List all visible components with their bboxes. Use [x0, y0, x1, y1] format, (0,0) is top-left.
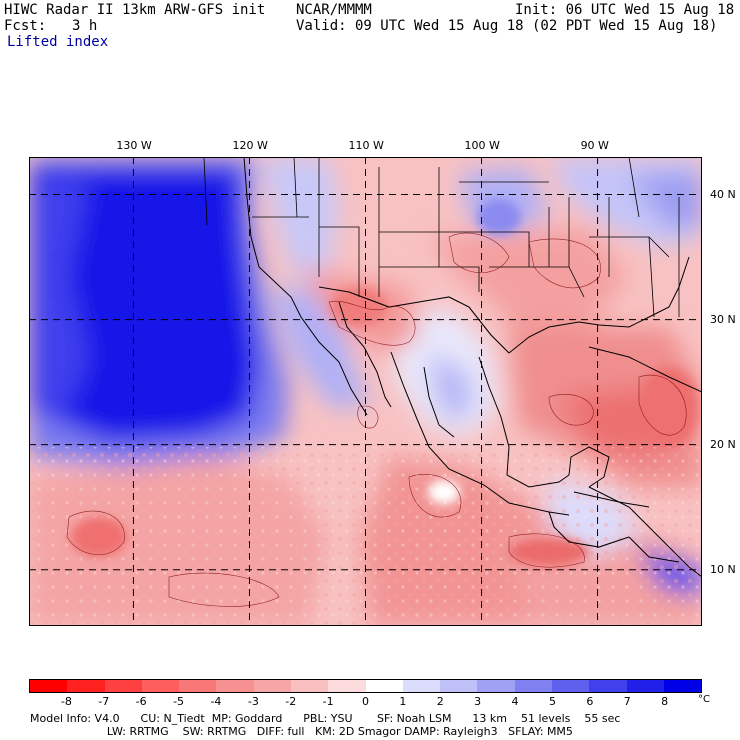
field-name: Lifted index	[7, 34, 109, 50]
org-label: NCAR/MMMM	[296, 2, 372, 18]
colorbar-swatch	[663, 680, 702, 692]
colorbar	[29, 679, 702, 693]
colorbar-tick-label: -5	[173, 695, 185, 708]
longitude-label: 130 W	[116, 139, 152, 152]
colorbar-tick-label: 0	[362, 695, 369, 708]
latitude-label: 30 N	[710, 312, 736, 326]
colorbar-tick-label: 4	[511, 695, 519, 708]
field-texture	[29, 447, 702, 626]
country-borders	[318, 286, 680, 563]
colorbar-swatch	[67, 680, 105, 692]
colorbar-swatch	[514, 680, 552, 692]
longitude-label: 110 W	[348, 139, 384, 152]
longitude-label: 120 W	[232, 139, 268, 152]
colorbar-swatch	[104, 680, 142, 692]
colorbar-swatch	[253, 680, 291, 692]
colorbar-tick-label: 8	[661, 695, 669, 708]
colorbar-swatch	[328, 680, 366, 692]
colorbar-swatch	[290, 680, 329, 692]
init-time: Init: 06 UTC Wed 15 Aug 18	[515, 2, 735, 18]
forecast-label: Fcst:	[4, 18, 47, 34]
colorbar-swatch	[440, 680, 478, 692]
colorbar-swatch	[141, 680, 180, 692]
lifted-index-map	[29, 157, 702, 626]
latitude-label: 40 N	[710, 187, 736, 201]
forecast-hour: 3 h	[72, 18, 98, 34]
lat-lon-grid	[29, 157, 702, 626]
model-info-line2: LW: RRTMG SW: RRTMG DIFF: full KM: 2D Sm…	[30, 725, 573, 738]
colorbar-swatch	[30, 680, 68, 692]
colorbar-tick-label: 5	[548, 695, 556, 708]
colorbar-unit: °C	[698, 694, 710, 705]
colorbar-tick-label: -6	[135, 695, 147, 708]
longitude-label: 100 W	[464, 139, 500, 152]
colorbar-tick-label: 6	[586, 695, 594, 708]
latitude-label: 10 N	[710, 562, 736, 576]
state-borders	[203, 157, 680, 318]
colorbar-tick-label: -4	[210, 695, 222, 708]
valid-time: Valid: 09 UTC Wed 15 Aug 18 (02 PDT Wed …	[296, 18, 718, 34]
latitude-label: 20 N	[710, 437, 736, 451]
colorbar-swatch	[216, 680, 254, 692]
map-frame	[29, 157, 702, 626]
colorbar-tick-label: -8	[60, 695, 72, 708]
colorbar-tick-label: 3	[474, 695, 482, 708]
colorbar-tick-label: -2	[285, 695, 297, 708]
colorbar-swatch	[551, 680, 590, 692]
colorbar-tick-label: -1	[322, 695, 334, 708]
colorbar-tick-label: 7	[623, 695, 631, 708]
colorbar-swatch	[402, 680, 441, 692]
colorbar-swatch	[179, 680, 217, 692]
colorbar-tick-label: 1	[399, 695, 407, 708]
colorbar-swatch	[589, 680, 627, 692]
colorbar-swatch	[365, 680, 403, 692]
colorbar-tick-label: 2	[436, 695, 444, 708]
model-info-line1: Model Info: V4.0 CU: N_Tiedt MP: Goddard…	[30, 712, 621, 725]
colorbar-swatch	[626, 680, 664, 692]
colorbar-tick-label: -3	[247, 695, 259, 708]
longitude-label: 90 W	[580, 139, 609, 152]
colorbar-tick-label: -7	[98, 695, 110, 708]
colorbar-swatch	[477, 680, 515, 692]
model-title: HIWC Radar II 13km ARW-GFS init	[4, 2, 266, 18]
